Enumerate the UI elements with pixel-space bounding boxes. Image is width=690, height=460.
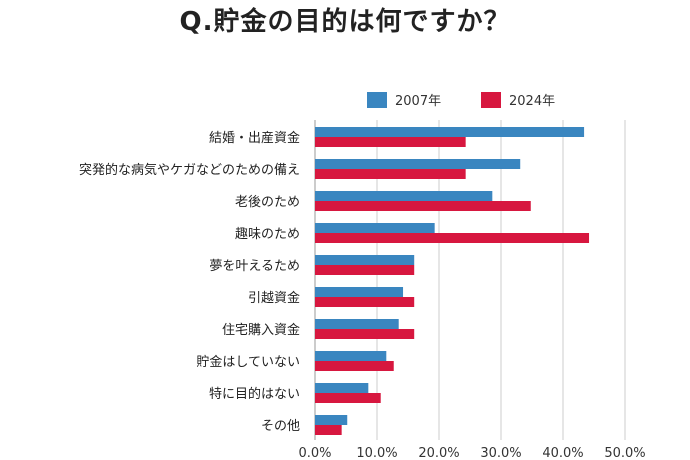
legend-label-2024: 2024年 [509, 94, 555, 109]
category-label: 老後のため [235, 195, 300, 210]
bar-2007 [315, 223, 435, 233]
bar-2024 [315, 329, 415, 339]
x-tick-label: 30.0% [480, 446, 521, 460]
bar-2007 [315, 383, 369, 393]
bar-2007 [315, 351, 387, 361]
bar-2007 [315, 287, 404, 297]
chart-title: Q.貯金の目的は何ですか？ [179, 7, 511, 37]
x-tick-label: 20.0% [418, 446, 459, 460]
category-label: 趣味のため [235, 227, 300, 242]
bar-2007 [315, 255, 415, 265]
category-label: 突発的な病気やケガなどのための備え [79, 162, 300, 178]
x-tick-label: 40.0% [542, 446, 583, 460]
bar-2007 [315, 159, 521, 169]
legend-swatch-2007 [367, 92, 387, 108]
legend-swatch-2024 [481, 92, 501, 108]
legend-label-2007: 2007年 [395, 94, 441, 109]
x-tick-label: 50.0% [604, 446, 645, 460]
bar-2024 [315, 233, 590, 243]
x-tick-label: 0.0% [298, 446, 331, 460]
category-label: 特に目的はない [209, 386, 300, 402]
bar-2007 [315, 127, 585, 137]
bar-2024 [315, 137, 466, 147]
x-axis-ticks: 0.0% 10.0% 20.0% 30.0% 40.0% 50.0% [298, 446, 645, 460]
bar-2024 [315, 265, 415, 275]
bar-2007 [315, 415, 348, 425]
bar-2024 [315, 361, 394, 371]
category-label: 結婚・出産資金 [209, 130, 300, 146]
bar-2024 [315, 169, 466, 179]
bar-2024 [315, 425, 342, 435]
category-label: 住宅購入資金 [222, 322, 300, 338]
bar-2024 [315, 297, 415, 307]
category-label: その他 [261, 419, 300, 434]
category-label: 貯金はしていない [196, 354, 300, 370]
category-label: 夢を叶えるため [209, 259, 300, 274]
bars [315, 127, 590, 435]
x-tick-label: 10.0% [356, 446, 397, 460]
bar-2024 [315, 393, 381, 403]
bar-2007 [315, 191, 493, 201]
category-label: 引越資金 [248, 290, 300, 306]
category-labels: 結婚・出産資金突発的な病気やケガなどのための備え老後のため趣味のため夢を叶えるた… [79, 130, 300, 434]
bar-2007 [315, 319, 399, 329]
legend: 2007年 2024年 [367, 92, 555, 109]
bar-2024 [315, 201, 531, 211]
